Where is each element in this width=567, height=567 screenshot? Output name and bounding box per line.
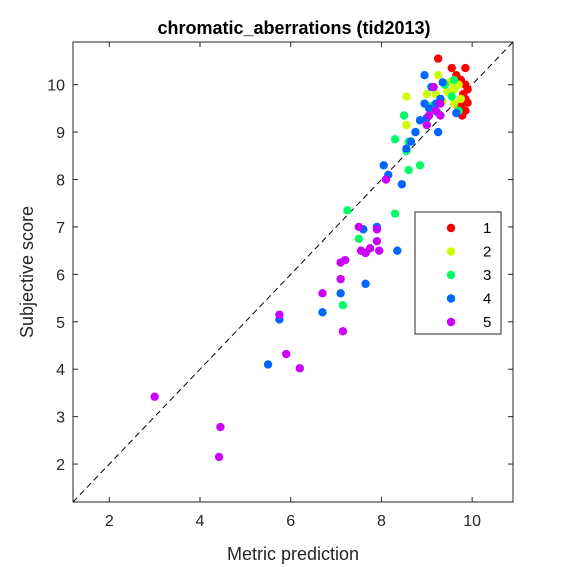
data-point <box>295 364 305 373</box>
data-point <box>338 327 348 336</box>
x-tick-label: 10 <box>463 513 481 530</box>
y-tick-label: 6 <box>56 267 65 284</box>
data-point <box>424 111 434 120</box>
data-point <box>372 225 382 234</box>
legend-label: 1 <box>483 220 491 237</box>
data-point <box>436 111 445 120</box>
y-tick-label: 7 <box>56 220 65 237</box>
data-point <box>411 127 420 137</box>
data-point <box>214 452 224 462</box>
legend: 1 2 3 4 5 <box>414 211 502 335</box>
data-point <box>381 175 391 184</box>
y-tick-label: 10 <box>47 78 65 95</box>
y-tick-label: 2 <box>56 457 65 474</box>
data-point <box>402 120 411 130</box>
data-point <box>402 92 411 101</box>
x-axis-label: Metric prediction <box>227 544 359 564</box>
x-tick-label: 8 <box>377 513 386 530</box>
data-point <box>338 300 348 310</box>
data-point <box>379 161 388 170</box>
legend-marker <box>446 270 456 280</box>
y-tick-label: 9 <box>56 125 65 142</box>
data-point <box>438 78 447 87</box>
data-point <box>150 392 159 401</box>
data-point <box>449 75 459 85</box>
data-point <box>415 116 425 125</box>
data-point <box>399 111 409 120</box>
data-point <box>216 422 225 432</box>
data-point <box>433 70 443 80</box>
data-point <box>449 85 459 94</box>
data-point <box>372 236 382 246</box>
data-point <box>336 289 345 298</box>
x-tick-label: 4 <box>196 513 205 530</box>
data-point <box>436 99 445 108</box>
data-point <box>447 92 456 101</box>
x-tick-label: 2 <box>105 513 114 530</box>
data-point <box>393 246 402 255</box>
chart-title: chromatic_aberrations (tid2013) <box>157 18 430 38</box>
legend-box <box>414 211 502 335</box>
data-point <box>449 99 459 108</box>
data-point <box>406 137 416 146</box>
y-tick-label: 5 <box>56 315 65 332</box>
data-point <box>397 180 407 189</box>
data-point <box>318 289 327 298</box>
plot-frame <box>72 41 514 503</box>
y-tick-label: 4 <box>56 362 65 379</box>
legend-marker <box>446 294 456 303</box>
data-point <box>447 63 456 73</box>
legend-label: 5 <box>483 314 491 331</box>
series-5 <box>150 82 445 462</box>
data-point <box>452 108 461 118</box>
data-point <box>374 246 384 255</box>
legend-label: 2 <box>483 244 491 261</box>
data-point <box>404 165 413 175</box>
legend-label: 4 <box>483 291 491 308</box>
data-point <box>340 255 350 265</box>
x-axis-ticks: 2 4 6 8 10 <box>105 42 481 530</box>
data-point <box>361 279 370 289</box>
data-point <box>402 144 411 153</box>
y-tick-label: 3 <box>56 410 65 427</box>
y-axis-label: Subjective score <box>17 206 37 338</box>
data-point <box>429 82 438 92</box>
legend-marker <box>446 317 456 327</box>
legend-marker <box>446 223 456 233</box>
plot-area: 2 4 6 8 10 2 3 4 5 6 7 8 9 10 <box>47 41 514 530</box>
legend-marker <box>446 247 456 256</box>
data-point <box>390 209 400 218</box>
data-point <box>361 248 370 258</box>
data-point <box>420 70 429 80</box>
series-2 <box>402 70 466 130</box>
data-point <box>420 99 429 108</box>
data-point <box>422 89 432 99</box>
data-point <box>461 63 470 73</box>
data-point <box>318 308 327 317</box>
data-point <box>336 274 345 284</box>
y-tick-label: 8 <box>56 173 65 190</box>
data-point <box>463 98 472 107</box>
data-point <box>456 94 466 104</box>
data-point <box>354 234 363 244</box>
data-point <box>263 360 273 369</box>
data-point <box>433 127 443 137</box>
data-point <box>390 135 400 144</box>
legend-label: 3 <box>483 267 491 284</box>
y-axis-ticks: 2 3 4 5 6 7 8 9 10 <box>47 78 513 474</box>
data-points <box>150 54 472 462</box>
data-point <box>415 161 425 170</box>
data-point <box>281 349 291 359</box>
data-point <box>343 206 352 215</box>
data-point <box>275 310 284 319</box>
data-point <box>354 222 363 232</box>
x-tick-label: 6 <box>286 513 295 530</box>
data-point <box>433 54 443 63</box>
data-point <box>422 120 432 130</box>
